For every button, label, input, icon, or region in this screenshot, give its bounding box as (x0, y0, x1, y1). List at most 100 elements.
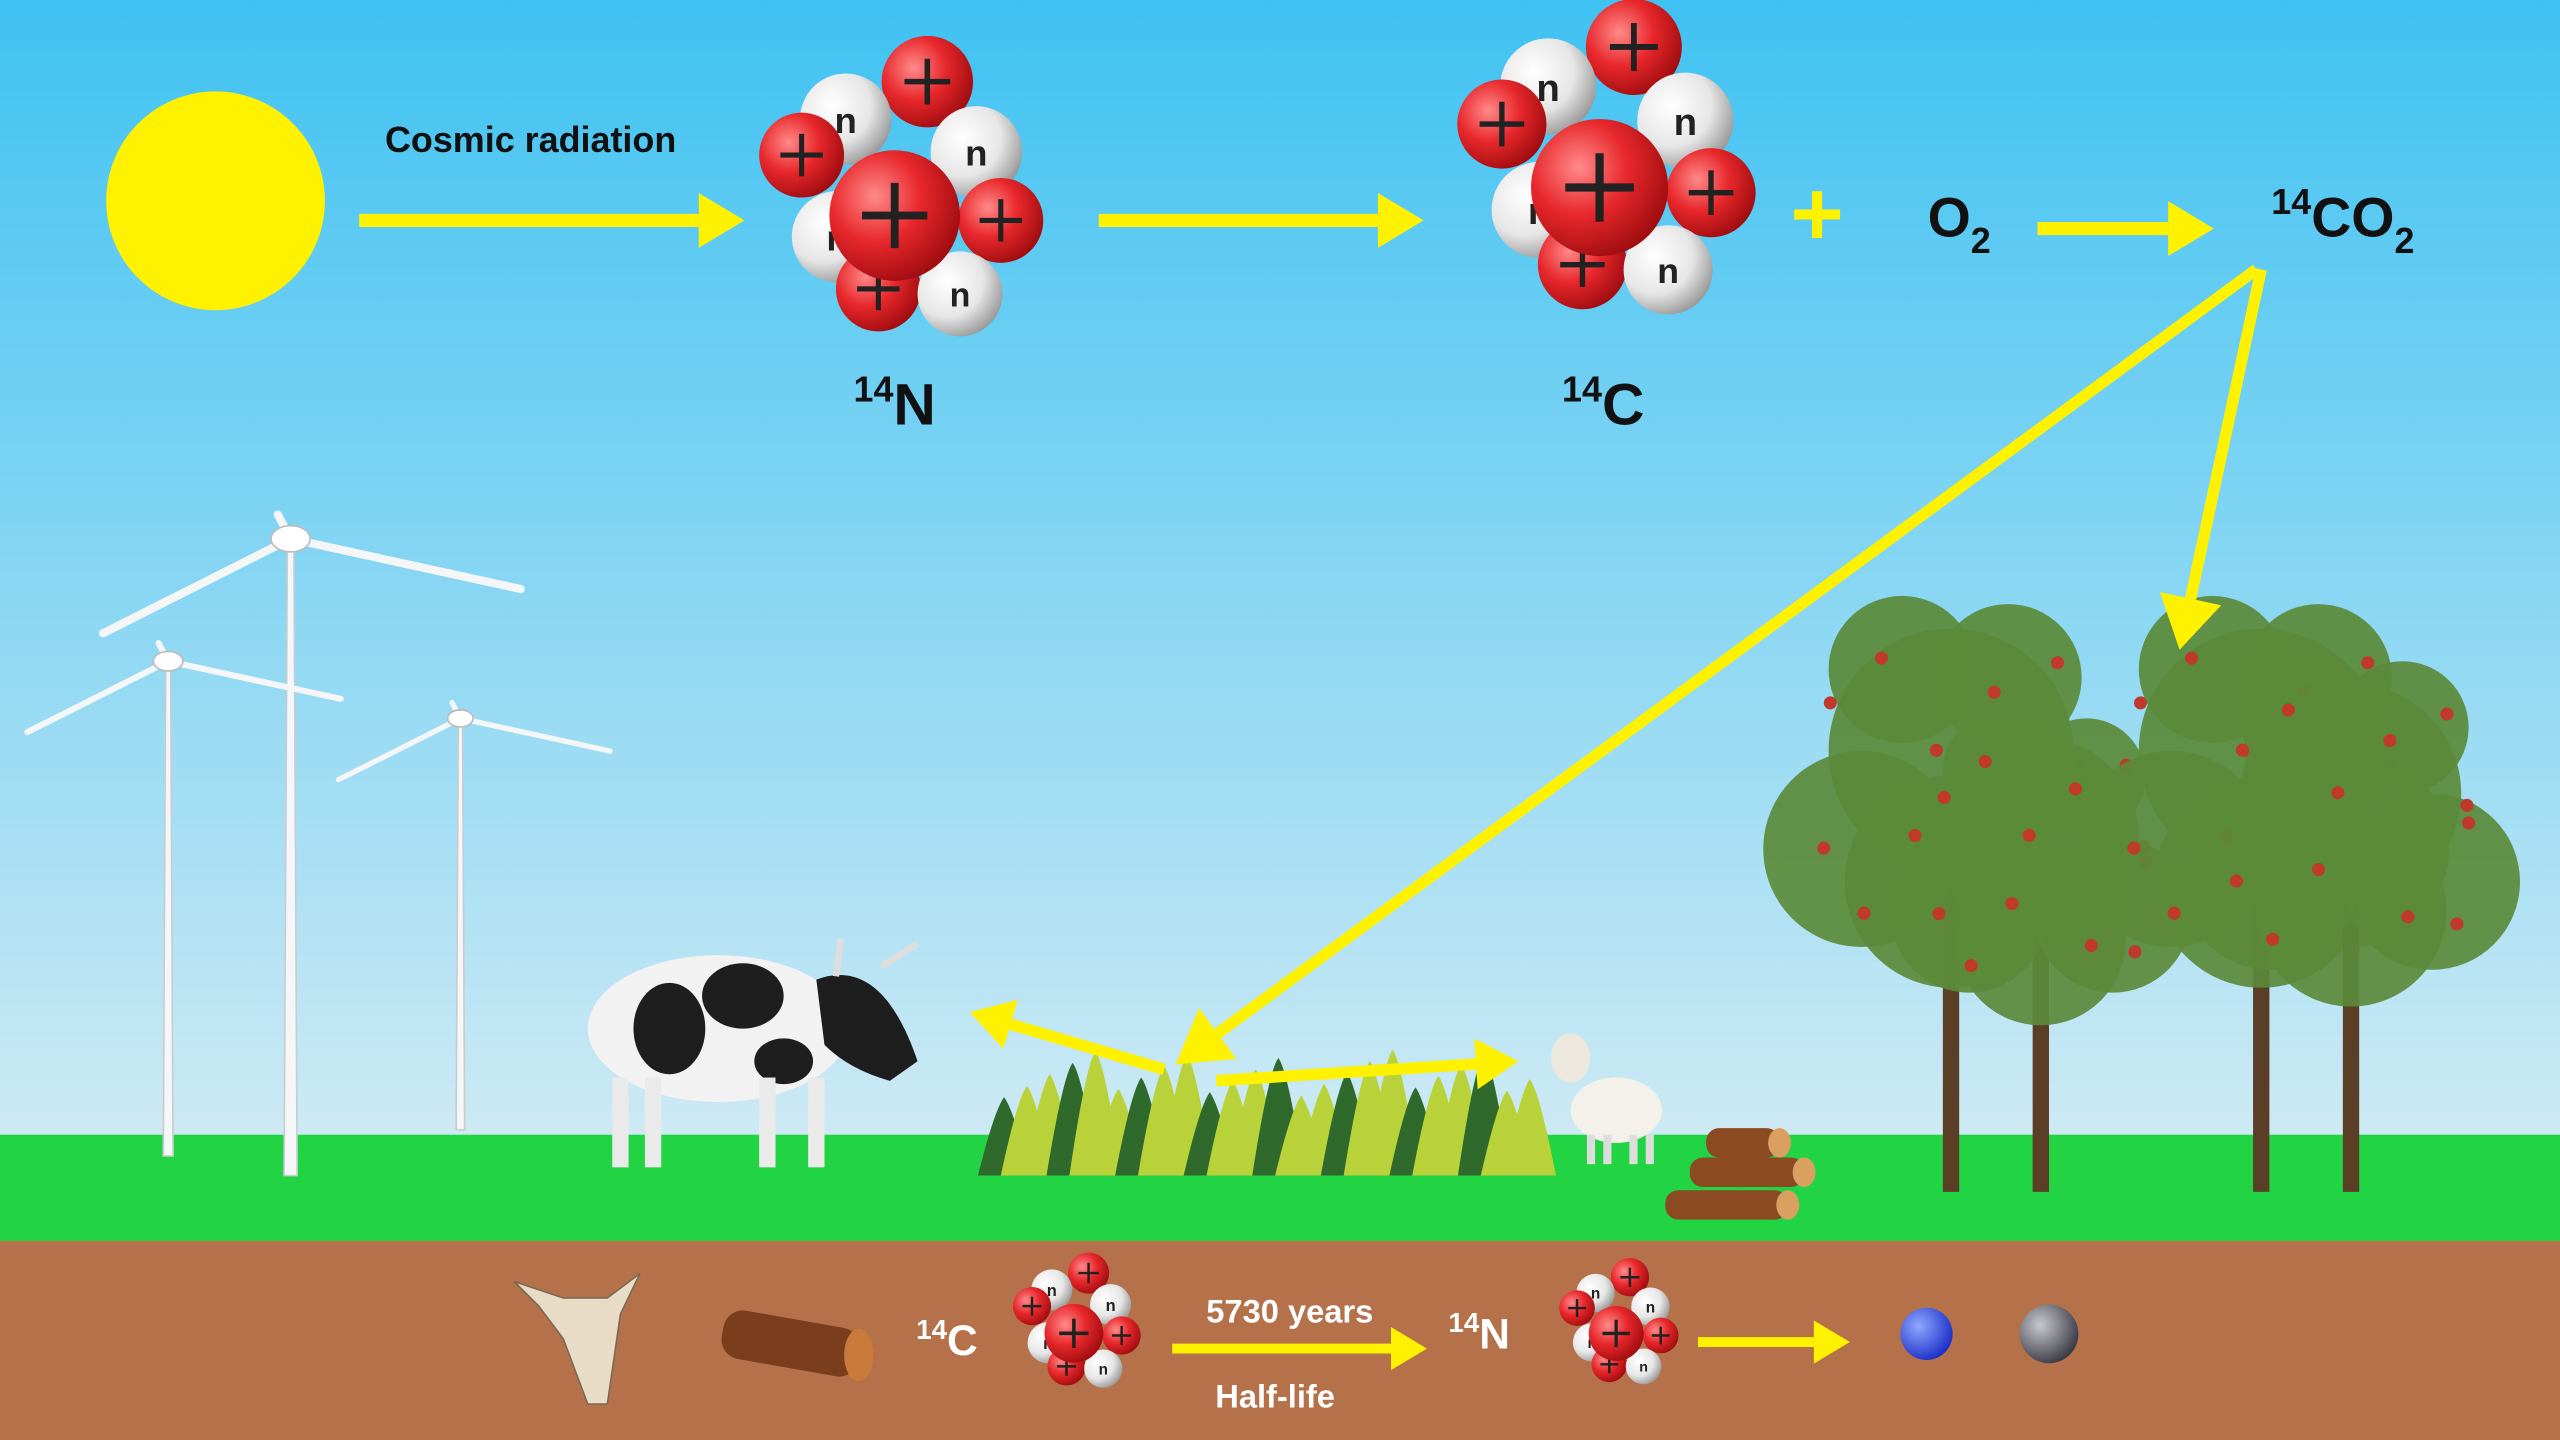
neutron-label: n (950, 277, 971, 315)
apple (1817, 841, 1831, 855)
apple (2235, 743, 2249, 757)
turbine-tower (455, 717, 466, 1131)
element-symbol: C (947, 1317, 978, 1364)
sheep-leg (1603, 1134, 1612, 1165)
sheep-head (1551, 1033, 1591, 1083)
mass-number: 14 (853, 369, 893, 410)
mass-number: 14 (1448, 1307, 1479, 1338)
apple (2229, 874, 2243, 888)
apple (1932, 907, 1946, 921)
apple (2185, 651, 2199, 665)
mass-number: 14 (1562, 369, 1602, 410)
arrow (1098, 192, 1424, 248)
apple (2005, 896, 2019, 911)
arrow (2159, 268, 2267, 650)
arrow-head (698, 192, 745, 248)
turbine-hub (152, 650, 184, 672)
apple (1929, 743, 1943, 757)
sun (106, 91, 325, 311)
neutron-label: n (1536, 67, 1559, 110)
radiation-label: Cosmic radiation (385, 119, 676, 160)
neutron-label: n (1657, 251, 1679, 291)
tree-foliage (1828, 595, 1976, 743)
neutron-label: n (1646, 1299, 1655, 1316)
wind-turbine (24, 640, 344, 1157)
log-body (1706, 1128, 1780, 1158)
apple (1978, 755, 1992, 769)
element-symbol: N (893, 372, 935, 437)
tree-foliage (1955, 855, 2126, 1026)
molecule-symbol: CO (2311, 187, 2394, 249)
cow-spot (702, 963, 784, 1029)
apple (2281, 703, 2295, 717)
buried-log-end (844, 1328, 874, 1382)
proton-sign (1568, 1299, 1586, 1317)
mass-number: 14 (916, 1314, 947, 1345)
neutron-label: n (1099, 1361, 1108, 1378)
apple (1908, 828, 1922, 843)
sheep-body (1570, 1077, 1663, 1143)
turbine-blade (286, 534, 525, 594)
apple (1823, 696, 1837, 710)
apple (2462, 816, 2476, 830)
tree-foliage (1934, 604, 2082, 752)
tree-foliage (2336, 661, 2469, 794)
apple (2312, 862, 2326, 877)
soil (0, 1240, 2560, 1440)
element-symbol: N (1479, 1311, 1510, 1358)
turbine-tower (283, 537, 298, 1177)
arrow (1215, 1038, 1519, 1090)
neutron (1625, 1348, 1662, 1385)
neutron (1084, 1349, 1123, 1388)
apple (1937, 790, 1951, 804)
neutron-label: n (835, 100, 857, 141)
neutron-label: n (1639, 1360, 1648, 1376)
oxygen-label: O2 (1928, 187, 1991, 261)
turbine-blade (165, 658, 344, 702)
apple (1964, 959, 1978, 973)
proton-sign (1651, 1326, 1670, 1345)
apple (2361, 656, 2375, 670)
turbine-blade (98, 534, 295, 638)
buried-log (721, 1310, 861, 1377)
proton-sign (1059, 1318, 1089, 1348)
arrow-head (1175, 1008, 1237, 1065)
apple (2460, 798, 2474, 812)
arrow-head (969, 999, 1018, 1049)
subscript: 2 (1971, 220, 1991, 261)
cow-leg (759, 1077, 776, 1168)
decay-particle-grey (2019, 1304, 2079, 1364)
sheep-leg (1586, 1134, 1596, 1165)
apple (2167, 906, 2181, 920)
proton-sign (1620, 1267, 1640, 1287)
grass-tuft (1503, 1079, 1556, 1176)
arrow-head (2159, 592, 2222, 650)
apple (1987, 685, 2001, 699)
neutron (1623, 225, 1713, 315)
turbine-blade (24, 658, 172, 736)
tree-foliage (2240, 653, 2374, 787)
cow-leg (644, 1077, 662, 1168)
arrow (359, 192, 745, 248)
arrow (969, 999, 1166, 1075)
arrow-shaft (2184, 268, 2267, 600)
cow-spot (754, 1038, 814, 1085)
cow-leg (612, 1077, 629, 1168)
nitrogen-label: 14N (853, 369, 935, 438)
apple (2133, 696, 2148, 710)
cow-spot (633, 982, 706, 1075)
apple (1857, 906, 1871, 920)
arrow (2037, 201, 2214, 256)
tree (2182, 653, 2520, 1192)
arrow-shaft (1215, 1058, 1477, 1087)
wind-turbine (98, 510, 525, 1177)
proton-sign (1078, 1262, 1099, 1284)
proton-sign (780, 133, 823, 177)
element-symbol: C (1602, 372, 1644, 437)
log (1706, 1128, 1792, 1158)
arrow (1175, 264, 2260, 1065)
apple (2383, 734, 2397, 748)
